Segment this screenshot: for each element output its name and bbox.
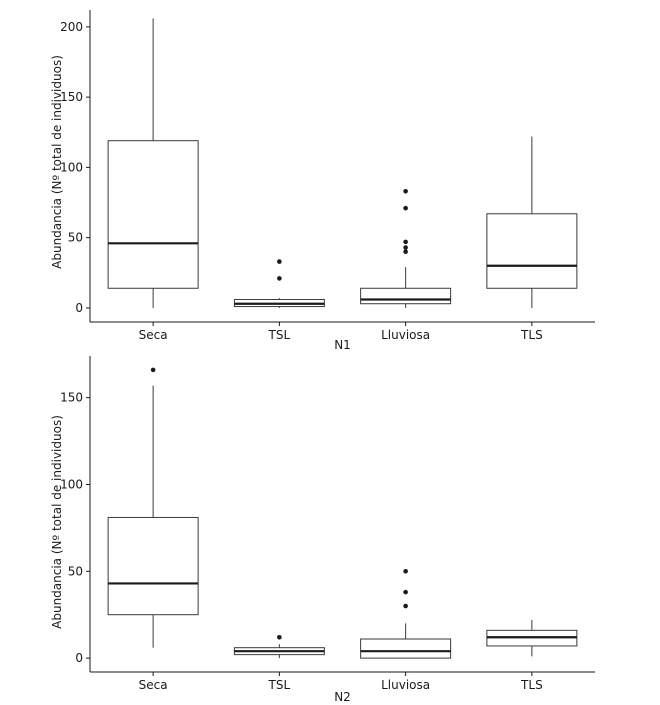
y-axis-title: Abundancia (Nº total de individuos) bbox=[50, 55, 64, 269]
box-seca bbox=[107, 367, 199, 648]
box-tsl bbox=[233, 259, 325, 308]
x-axis-title: N1 bbox=[334, 338, 351, 352]
y-tick-label: 50 bbox=[68, 231, 83, 245]
x-tick-label-seca: Seca bbox=[139, 678, 168, 692]
y-tick-label: 50 bbox=[68, 564, 83, 578]
x-tick-label-tls: TLS bbox=[520, 678, 543, 692]
box-tsl bbox=[233, 634, 325, 659]
iqr-box-seca bbox=[107, 516, 199, 616]
box-lluviosa bbox=[360, 188, 452, 308]
y-tick-label: 0 bbox=[75, 301, 83, 315]
outlier-point-seca bbox=[150, 367, 156, 373]
y-tick-label: 150 bbox=[60, 391, 83, 405]
outlier-point-lluviosa bbox=[403, 249, 408, 255]
box-tls bbox=[486, 136, 578, 308]
outlier-point-lluviosa bbox=[403, 188, 408, 194]
iqr-box-tls bbox=[486, 213, 578, 289]
outlier-point-lluviosa bbox=[403, 245, 408, 250]
y-tick-label: 0 bbox=[75, 651, 83, 665]
boxplot-panel-n1: 0 50 100 150 200 Seca TSL Lluviosa TLS N1 Abundanc… bbox=[50, 10, 595, 352]
x-axis-title: N2 bbox=[334, 690, 351, 704]
outlier-point-tsl bbox=[277, 634, 282, 640]
iqr-box-seca bbox=[107, 140, 199, 289]
outlier-point-lluviosa bbox=[403, 603, 408, 609]
y-axis-title: Abundancia (Nº total de individuos) bbox=[50, 415, 64, 629]
outlier-point-lluviosa bbox=[403, 205, 408, 211]
outlier-point-tsl bbox=[277, 259, 282, 264]
boxplot-panel-n2: 0 50 100 150 Seca TSL Lluviosa TLS N2 Abundancia … bbox=[50, 356, 595, 704]
x-tick-label-tsl: TSL bbox=[268, 678, 291, 692]
outlier-point-lluviosa bbox=[403, 239, 408, 245]
x-tick-label-tls: TLS bbox=[520, 328, 543, 342]
x-tick-label-lluviosa: Lluviosa bbox=[381, 678, 430, 692]
iqr-box-lluviosa bbox=[360, 638, 452, 659]
box-lluviosa bbox=[360, 568, 452, 659]
box-tls bbox=[486, 619, 578, 657]
outlier-point-lluviosa bbox=[403, 568, 408, 574]
y-tick-label: 200 bbox=[60, 20, 83, 34]
outlier-point-lluviosa bbox=[403, 589, 408, 595]
box-seca bbox=[107, 18, 199, 308]
iqr-box-lluviosa bbox=[360, 287, 452, 305]
y-tick-label: 100 bbox=[60, 477, 83, 491]
outlier-point-tsl bbox=[277, 276, 282, 281]
x-tick-label-lluviosa: Lluviosa bbox=[381, 328, 430, 342]
x-tick-label-seca: Seca bbox=[139, 328, 168, 342]
y-tick-label: 150 bbox=[60, 90, 83, 104]
x-tick-label-tsl: TSL bbox=[268, 328, 291, 342]
y-tick-label: 100 bbox=[60, 160, 83, 174]
